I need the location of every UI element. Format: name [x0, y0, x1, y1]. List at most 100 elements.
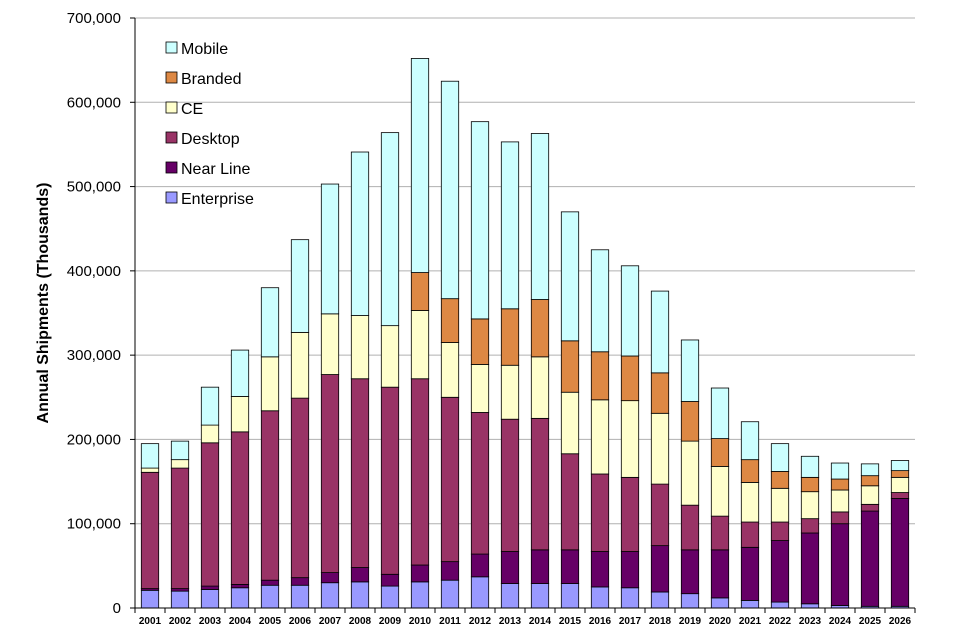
- bar-segment-enterprise: [770, 601, 790, 609]
- bar-segment-desktop: [800, 518, 820, 534]
- bar-segment-branded: [740, 459, 760, 483]
- x-tick-label: 2022: [769, 616, 792, 627]
- bar-segment-near-line: [890, 498, 910, 607]
- bar-segment-near-line: [770, 540, 790, 603]
- bar-segment-desktop: [230, 431, 250, 585]
- bar-segment-mobile: [680, 339, 700, 402]
- bar-segment-mobile: [410, 58, 430, 273]
- bar-segment-near-line: [320, 572, 340, 584]
- bar-segment-branded: [890, 470, 910, 478]
- x-tick-label: 2018: [649, 616, 672, 627]
- y-axis-ticks: 0 100,000 200,000 300,000 400,000 500,000 600,…: [67, 10, 135, 617]
- bar-segment-ce: [680, 440, 700, 506]
- bar-segment-near-line: [830, 523, 850, 606]
- x-tick-label: 2026: [889, 616, 912, 627]
- legend-label-desktop: Desktop: [181, 131, 240, 148]
- legend-label-near-line: Near Line: [181, 161, 250, 178]
- bar-segment-mobile: [650, 290, 670, 374]
- bar-segment-near-line: [710, 549, 730, 599]
- bar-segment-desktop: [530, 417, 550, 551]
- bar-segment-desktop: [650, 483, 670, 547]
- bar-segment-ce: [770, 487, 790, 523]
- bar-segment-near-line: [680, 549, 700, 595]
- bar-segment-desktop: [170, 467, 190, 590]
- bar-segment-enterprise: [590, 586, 610, 609]
- bar-segment-desktop: [500, 418, 520, 552]
- bar-segment-ce: [800, 491, 820, 520]
- y-tick-label: 700,000: [67, 10, 121, 27]
- bar-segment-desktop: [560, 453, 580, 551]
- bar-segment-ce: [260, 356, 280, 412]
- bar-segment-enterprise: [560, 583, 580, 609]
- legend-label-mobile: Mobile: [181, 41, 228, 58]
- bar-segment-ce: [650, 412, 670, 485]
- x-tick-label: 2013: [499, 616, 522, 627]
- bar-segment-mobile: [230, 349, 250, 397]
- bar-segment-near-line: [800, 532, 820, 605]
- bar-segment-ce: [320, 313, 340, 375]
- bar-segment-enterprise: [200, 589, 220, 609]
- bar-segment-near-line: [260, 579, 280, 586]
- bar-segment-desktop: [290, 397, 310, 579]
- bar-segment-enterprise: [440, 579, 460, 609]
- legend: Mobile Branded CE Desktop Near Line Enterpris…: [165, 41, 254, 208]
- x-tick-label: 2017: [619, 616, 642, 627]
- x-tick-label: 2016: [589, 616, 612, 627]
- bar-segment-enterprise: [350, 581, 370, 609]
- bar-segment-mobile: [860, 463, 880, 477]
- x-tick-label: 2006: [289, 616, 312, 627]
- bar-segment-mobile: [590, 249, 610, 353]
- x-tick-label: 2019: [679, 616, 702, 627]
- bar-segment-ce: [230, 396, 250, 433]
- bar-segment-enterprise: [260, 584, 280, 609]
- bar-segment-mobile: [440, 80, 460, 300]
- bar-segment-mobile: [350, 151, 370, 316]
- bar-segment-ce: [890, 476, 910, 493]
- legend-swatch-desktop: [165, 131, 178, 144]
- bar-segment-near-line: [290, 577, 310, 586]
- bar-segment-ce: [380, 325, 400, 388]
- bar-segment-branded: [830, 478, 850, 491]
- bar-segment-mobile: [770, 443, 790, 472]
- bar-segment-branded: [560, 340, 580, 393]
- bar-segment-ce: [200, 424, 220, 444]
- y-tick-label: 500,000: [67, 179, 121, 196]
- bar-segment-branded: [680, 401, 700, 442]
- x-tick-label: 2023: [799, 616, 822, 627]
- bar-segment-desktop: [830, 511, 850, 525]
- y-tick-label: 600,000: [67, 94, 121, 111]
- bar-segment-ce: [440, 342, 460, 398]
- bar-segment-near-line: [230, 584, 250, 589]
- x-tick-label: 2001: [139, 616, 162, 627]
- bar-segment-mobile: [380, 132, 400, 327]
- bar-segment-near-line: [650, 545, 670, 593]
- x-tick-label: 2008: [349, 616, 372, 627]
- bar-segment-desktop: [470, 412, 490, 555]
- bar-segment-near-line: [440, 561, 460, 581]
- bar-segment-ce: [740, 482, 760, 523]
- bar-segment-branded: [470, 318, 490, 365]
- bar-segment-mobile: [560, 211, 580, 342]
- bar-segment-desktop: [740, 521, 760, 548]
- x-axis-ticks: 2001 2002 2003 2004 2005 2006 2007 2008 2009 2010…: [134, 608, 916, 627]
- bar-segment-enterprise: [140, 589, 160, 609]
- bar-segment-near-line: [620, 551, 640, 589]
- bar-segment-desktop: [320, 374, 340, 573]
- bar-segment-desktop: [680, 504, 700, 551]
- bar-segment-ce: [830, 489, 850, 513]
- bar-segment-ce: [470, 364, 490, 413]
- bar-segment-mobile: [470, 121, 490, 320]
- bar-segment-enterprise: [710, 597, 730, 609]
- legend-label-enterprise: Enterprise: [181, 191, 254, 208]
- y-tick-label: 400,000: [67, 263, 121, 280]
- bar-segment-near-line: [500, 551, 520, 584]
- bar-segment-enterprise: [800, 603, 820, 609]
- bar-segment-near-line: [560, 549, 580, 584]
- y-axis-label: Annual Shipments (Thousands): [35, 183, 52, 424]
- bar-segment-ce: [590, 399, 610, 475]
- bar-segment-desktop: [710, 515, 730, 551]
- bar-segment-branded: [710, 438, 730, 467]
- bar-segment-desktop: [140, 471, 160, 590]
- bar-segment-enterprise: [650, 591, 670, 609]
